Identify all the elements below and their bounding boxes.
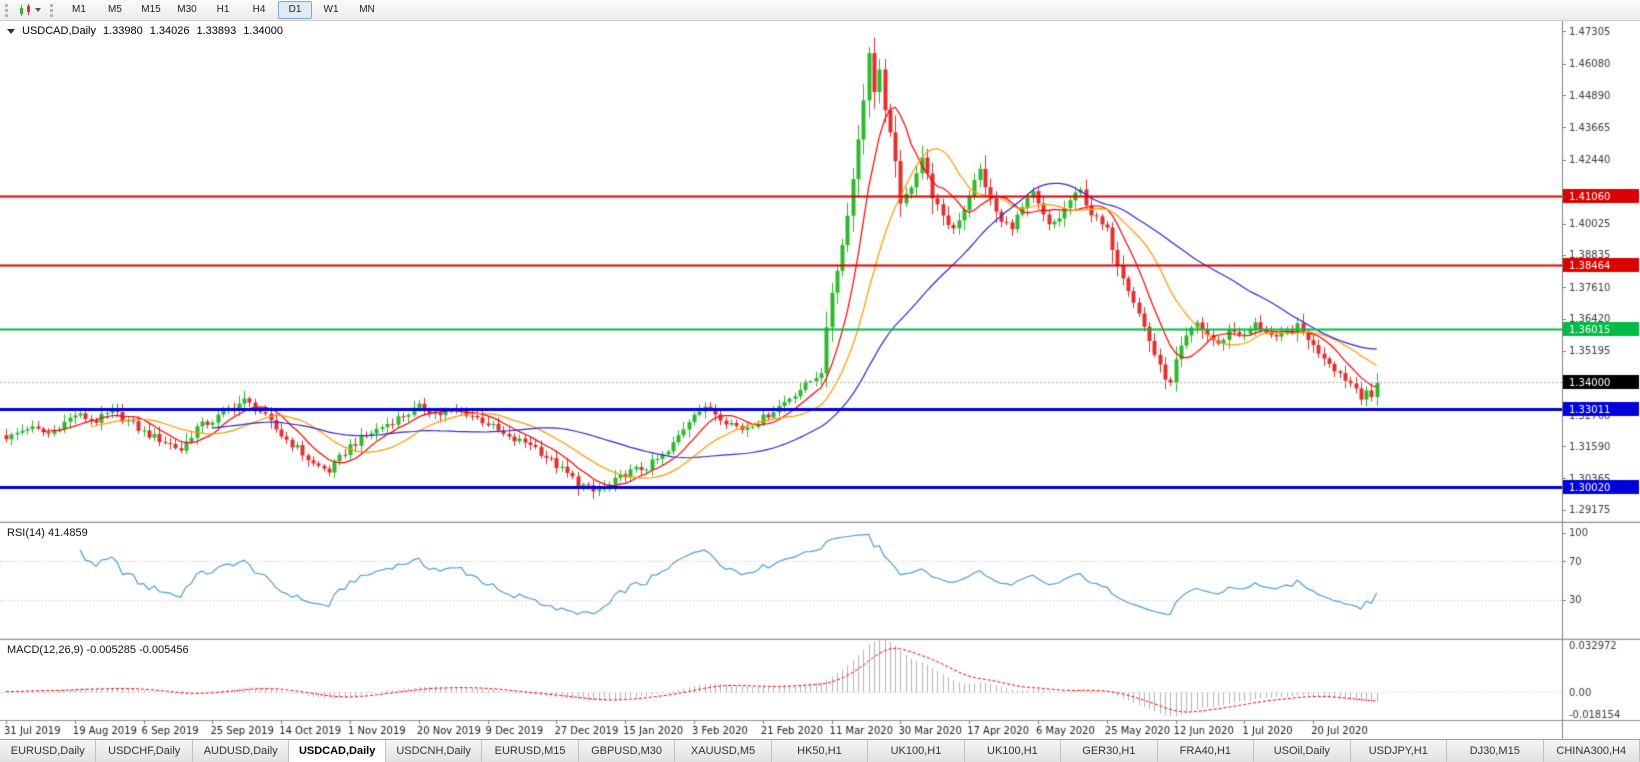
timeframe-buttons: M1 M5 M15 M30 H1 H4 D1 W1 MN — [61, 1, 385, 19]
timeframe-m15[interactable]: M15 — [141, 4, 161, 15]
tab-fra40-h1[interactable]: FRA40,H1 — [1157, 740, 1255, 762]
tab-uk100-h1-2[interactable]: UK100,H1 — [964, 740, 1062, 762]
tab-audusd-daily[interactable]: AUDUSD,Daily — [192, 740, 290, 762]
chart-area: USDCAD,Daily 1.33980 1.34026 1.33893 1.3… — [0, 21, 1640, 739]
tab-usdcad-daily[interactable]: USDCAD,Daily — [289, 740, 386, 762]
tab-gbpusd-m30[interactable]: GBPUSD,M30 — [578, 740, 676, 762]
chart-type-button[interactable] — [16, 2, 44, 19]
tab-usoil-daily[interactable]: USOil,Daily — [1254, 740, 1351, 762]
tab-dj30-m15[interactable]: DJ30,M15 — [1447, 740, 1544, 762]
timeframe-h1[interactable]: H1 — [216, 4, 230, 15]
chart-canvas[interactable] — [0, 21, 1640, 739]
timeframe-m30[interactable]: M30 — [177, 4, 197, 15]
tab-usdcnh-daily[interactable]: USDCNH,Daily — [385, 740, 483, 762]
toolbar-grip-2[interactable] — [50, 3, 56, 17]
timeframe-m5[interactable]: M5 — [108, 4, 122, 15]
toolbar-grip[interactable] — [5, 3, 11, 17]
timeframe-w1[interactable]: W1 — [323, 4, 339, 15]
tab-eurusd-daily[interactable]: EURUSD,Daily — [0, 740, 97, 762]
timeframe-d1[interactable]: D1 — [278, 1, 312, 19]
tab-usdjpy-h1[interactable]: USDJPY,H1 — [1350, 740, 1448, 762]
symbol-tabbar: EURUSD,Daily USDCHF,Daily AUDUSD,Daily USDC… — [0, 739, 1640, 762]
timeframe-h4[interactable]: H4 — [252, 4, 266, 15]
tab-xauusd-m5[interactable]: XAUUSD,M5 — [675, 740, 772, 762]
one-click-trading-icon[interactable] — [7, 28, 15, 34]
tab-usdchf-daily[interactable]: USDCHF,Daily — [96, 740, 193, 762]
tab-eurusd-m15[interactable]: EURUSD,M15 — [482, 740, 579, 762]
top-toolbar: M1 M5 M15 M30 H1 H4 D1 W1 MN — [0, 0, 1640, 21]
tab-china300-h4[interactable]: CHINA300,H4 — [1543, 740, 1640, 762]
timeframe-mn[interactable]: MN — [359, 4, 375, 15]
tab-hk50-h1[interactable]: HK50,H1 — [771, 740, 869, 762]
tab-uk100-h1[interactable]: UK100,H1 — [868, 740, 965, 762]
dropdown-caret-icon — [35, 8, 41, 12]
timeframe-m1[interactable]: M1 — [72, 4, 86, 15]
candlestick-chart-icon — [20, 3, 30, 16]
tab-ger30-h1[interactable]: GER30,H1 — [1061, 740, 1158, 762]
